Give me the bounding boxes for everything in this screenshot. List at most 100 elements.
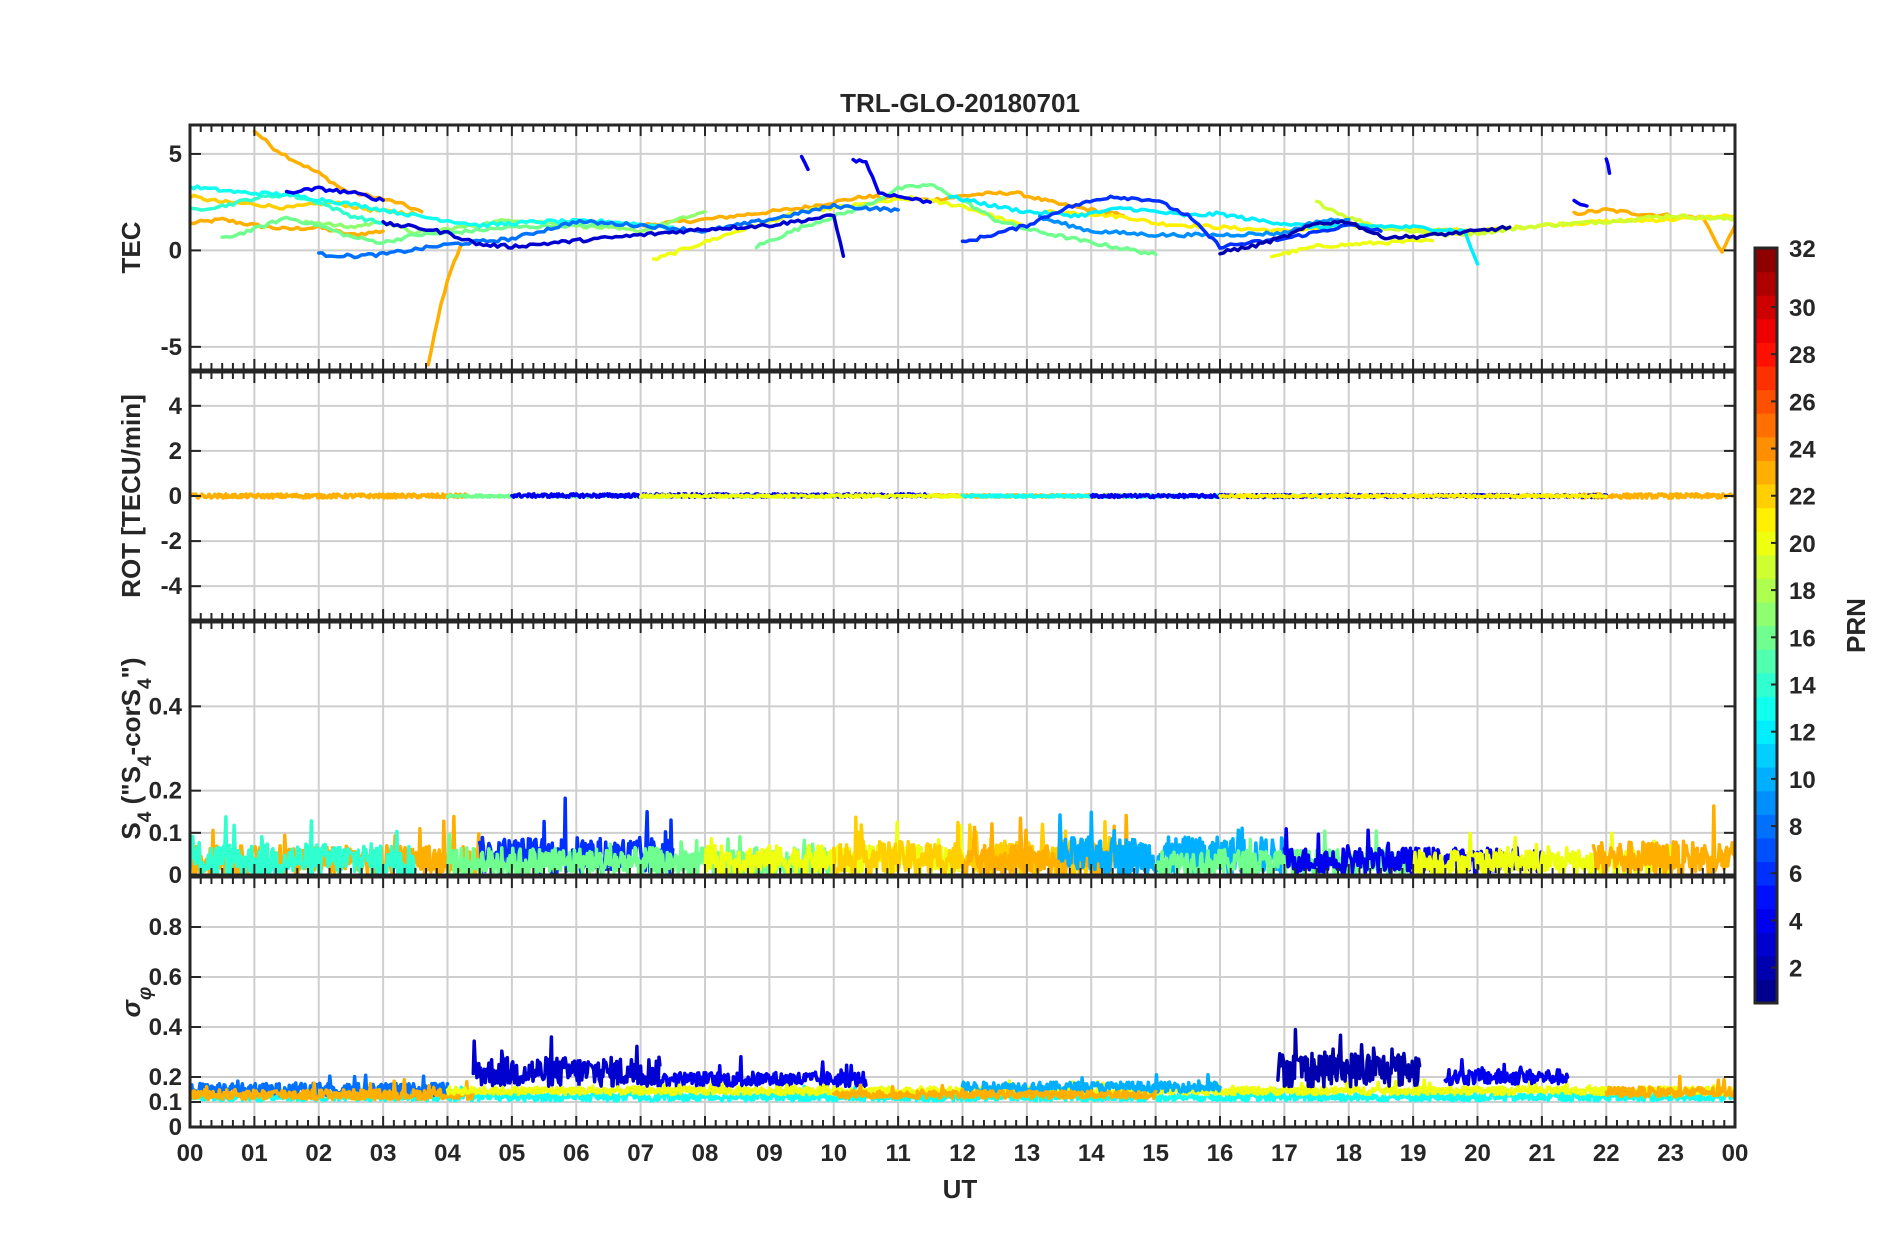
colorbar-tick-label: 2 xyxy=(1789,956,1802,983)
series-prn-23-2 xyxy=(190,1077,476,1102)
series-prn-23-1 xyxy=(252,129,424,214)
x-tick-label: 00 xyxy=(1722,1140,1749,1167)
colorbar-segment xyxy=(1755,790,1777,815)
colorbar-segment xyxy=(1755,908,1777,933)
x-tick-label: 19 xyxy=(1400,1140,1427,1167)
colorbar-tick-label: 22 xyxy=(1789,484,1816,511)
colorbar-tick-label: 32 xyxy=(1789,236,1816,263)
colorbar-segment xyxy=(1755,932,1777,957)
x-tick-label: 06 xyxy=(563,1140,590,1167)
y-tick-label: 0.2 xyxy=(149,1064,182,1091)
y-tick-label: -5 xyxy=(161,334,182,361)
x-tick-label: 08 xyxy=(692,1140,719,1167)
y-tick-label: -4 xyxy=(161,573,183,600)
x-tick-label: 20 xyxy=(1464,1140,1491,1167)
series-prn-23-0 xyxy=(190,492,469,500)
colorbar-segment xyxy=(1755,696,1777,721)
x-tick-label: 02 xyxy=(305,1140,332,1167)
colorbar-segment xyxy=(1755,531,1777,556)
series-prn-17-10 xyxy=(304,210,707,237)
colorbar-segment xyxy=(1755,601,1777,627)
panel-sigma: 00.10.2 0.4 0.6 0.8 σφ xyxy=(116,875,1737,1141)
series-prn-4-19 xyxy=(284,185,385,202)
series-prn-2-25 xyxy=(1218,219,1512,256)
colorbar-frame xyxy=(1753,246,1779,1005)
colorbar-segment xyxy=(1755,861,1777,886)
panel-tec-series xyxy=(190,129,1735,367)
y-tick-label: 0 xyxy=(169,862,182,889)
x-tick-label: 23 xyxy=(1657,1140,1684,1167)
x-tick-label: 10 xyxy=(820,1140,847,1167)
colorbar-tick-label: 8 xyxy=(1789,814,1802,841)
x-tick-label: 04 xyxy=(434,1140,461,1167)
x-axis-label: UT xyxy=(943,1174,978,1204)
x-tick-label: 09 xyxy=(756,1140,783,1167)
colorbar-segment xyxy=(1755,436,1777,461)
colorbar-segment xyxy=(1755,507,1777,532)
y-tick-label: 0 xyxy=(169,237,182,264)
x-tick-label: 16 xyxy=(1207,1140,1234,1167)
series-prn-19-9 xyxy=(1314,199,1735,238)
colorbar-segment xyxy=(1755,318,1777,343)
x-tick-label: 12 xyxy=(949,1140,976,1167)
series-prn-23-0 xyxy=(190,216,385,238)
colorbar-tick-label: 4 xyxy=(1789,908,1803,935)
series-prn-4-21 xyxy=(851,157,933,205)
panel-tec-ticks: -5 0 5 xyxy=(161,125,1736,370)
colorbar-tick-label: 28 xyxy=(1789,342,1816,369)
panel-sigma-series xyxy=(190,1027,1735,1103)
colorbar-segment xyxy=(1755,719,1777,745)
series-prn-4-4 xyxy=(658,1054,868,1089)
colorbar-segment xyxy=(1755,625,1777,650)
x-tick-label: 15 xyxy=(1142,1140,1169,1167)
y-tick-label: 4 xyxy=(169,393,183,420)
colorbar-tick-label: 26 xyxy=(1789,389,1816,416)
panel-s4-grid xyxy=(189,622,1736,876)
x-tick-label: 18 xyxy=(1335,1140,1362,1167)
series-prn-16-11 xyxy=(220,215,611,245)
y-tick-label: 0.2 xyxy=(149,778,182,805)
x-tick-label: 05 xyxy=(499,1140,526,1167)
y-tick-label: 0.8 xyxy=(149,914,182,941)
panel-rot-ylabel: ROT [TECU/min] xyxy=(116,394,146,598)
y-tick-label: 0.1 xyxy=(149,820,182,847)
series-prn-20-8 xyxy=(1269,237,1435,259)
panel-s4-ylabel: S4 ("S4-corS4") xyxy=(116,657,156,839)
x-tick-label: 22 xyxy=(1593,1140,1620,1167)
colorbar-segment xyxy=(1755,743,1777,768)
colorbar-segment xyxy=(1755,483,1777,509)
colorbar-segment xyxy=(1755,413,1777,438)
y-tick-label: 0 xyxy=(169,1114,182,1141)
colorbar-tick-label: 20 xyxy=(1789,531,1816,558)
series-prn-23-10 xyxy=(1604,1074,1735,1099)
chart-title: TRL-GLO-20180701 xyxy=(840,88,1080,118)
series-prn-23-2 xyxy=(426,244,463,367)
colorbar-tick-label: 16 xyxy=(1789,625,1816,652)
colorbar-segment xyxy=(1755,389,1777,414)
colorbar-segment xyxy=(1755,814,1777,839)
y-tick-label: 0.4 xyxy=(149,693,183,720)
x-tick-label: 00 xyxy=(177,1140,204,1167)
x-axis: 00 01 02 03 04 05 06 07 08 09 10 11 12 13 14 15 16 17 18 19… xyxy=(177,1140,1749,1167)
series-prn-6-18 xyxy=(960,194,1383,250)
colorbar-segment xyxy=(1755,342,1777,367)
x-tick-label: 17 xyxy=(1271,1140,1298,1167)
colorbar-segment xyxy=(1755,649,1777,674)
series-prn-4-9 xyxy=(1443,1057,1570,1087)
colorbar-segment xyxy=(1755,271,1777,296)
x-tick-label: 11 xyxy=(885,1140,910,1167)
colorbar-segment xyxy=(1755,295,1777,320)
colorbar-tick-label: 6 xyxy=(1789,861,1802,888)
series-prn-8-17 xyxy=(317,202,900,260)
y-tick-label: 0.4 xyxy=(149,1014,183,1041)
y-tick-label: 0.6 xyxy=(149,964,182,991)
x-tick-label: 03 xyxy=(370,1140,397,1167)
y-tick-label: 0 xyxy=(169,483,182,510)
x-tick-label: 07 xyxy=(627,1140,654,1167)
x-tick-label: 01 xyxy=(241,1140,268,1167)
y-tick-label: 5 xyxy=(169,141,182,168)
panel-s4-ticks: 0 0.1 0.2 0.4 xyxy=(149,622,1736,889)
series-prn-14-1 xyxy=(190,815,418,875)
colorbar-segment xyxy=(1755,248,1777,273)
